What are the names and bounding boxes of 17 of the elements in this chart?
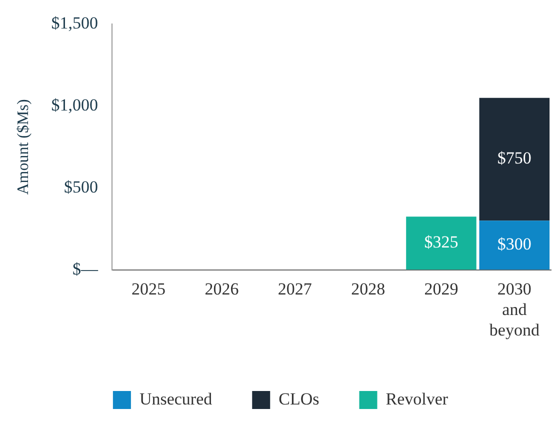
x-tick-label: 2028 (351, 279, 386, 298)
y-axis-title: Amount ($Ms) (14, 99, 32, 195)
y-tick-label: $1,000 (51, 96, 98, 115)
y-tick-label: $1,500 (51, 14, 98, 33)
y-tick-label: $500 (64, 177, 98, 196)
x-tick-label: 2025 (132, 279, 166, 298)
y-tick-label: $— (72, 259, 99, 278)
legend-label: Revolver (386, 389, 448, 408)
legend-label: CLOs (278, 389, 320, 408)
data-label: $300 (497, 234, 532, 254)
x-tick-label: 2029 (424, 279, 458, 298)
x-tick-label: 2026 (204, 279, 239, 298)
data-label: $750 (497, 148, 532, 168)
legend-label: Unsecured (139, 389, 213, 408)
data-label: $325 (424, 232, 458, 252)
x-tick-label: 2030 and beyond (489, 279, 540, 340)
x-tick-label: 2027 (278, 279, 312, 298)
